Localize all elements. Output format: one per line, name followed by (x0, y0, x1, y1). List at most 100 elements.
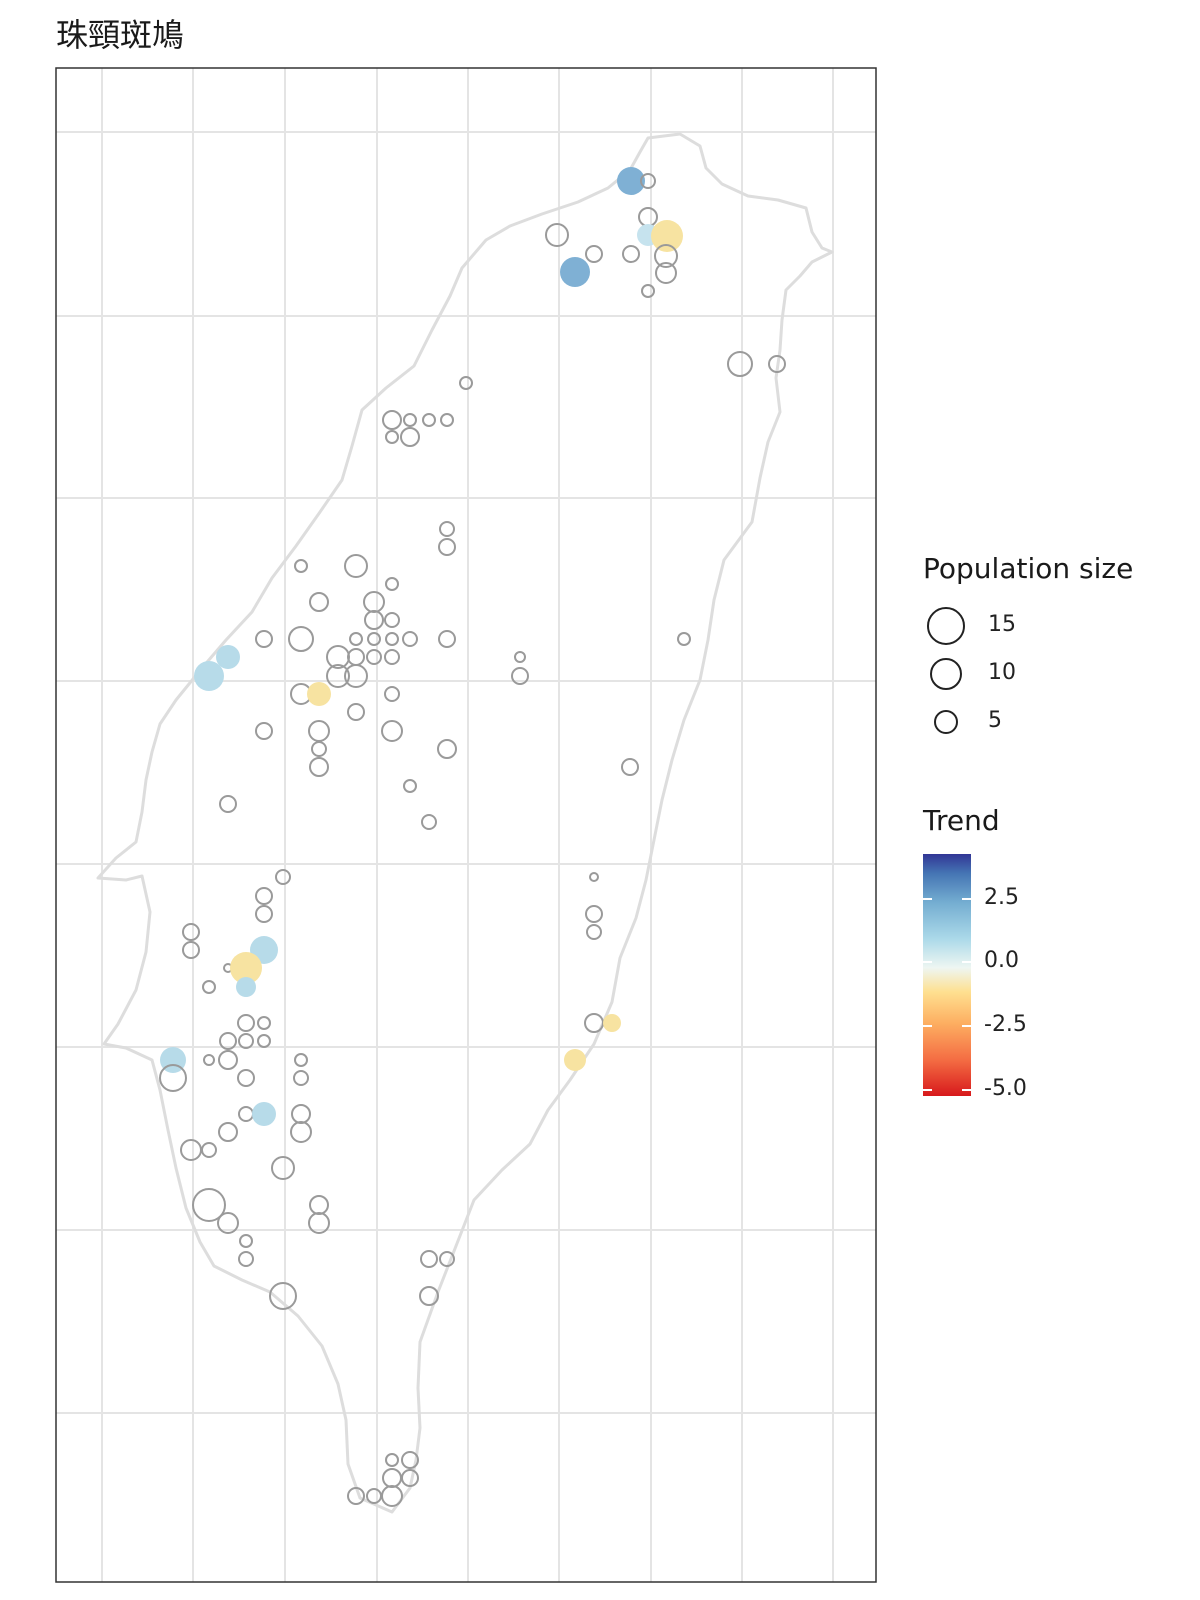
site-marker-trend (194, 661, 224, 691)
site-marker (622, 245, 640, 263)
site-marker (344, 664, 368, 688)
site-marker (419, 1286, 439, 1306)
site-marker (257, 1016, 271, 1030)
site-marker (586, 924, 602, 940)
site-marker (349, 632, 363, 646)
site-marker (237, 1014, 255, 1032)
legend-trend-colorbar (923, 854, 971, 1096)
site-marker (381, 1485, 403, 1507)
site-marker (420, 1250, 438, 1268)
site-marker (271, 1156, 295, 1180)
legend-size-circle-10 (930, 658, 962, 690)
legend-trend-tick--5.0: -5.0 (984, 1076, 1027, 1101)
site-marker (545, 223, 569, 247)
legend-size-label-10: 10 (988, 660, 1016, 685)
site-marker (347, 1487, 365, 1505)
site-marker (326, 664, 350, 688)
legend-size (927, 607, 965, 734)
site-marker (403, 413, 417, 427)
site-marker (400, 427, 420, 447)
site-marker (344, 554, 368, 578)
site-marker (384, 649, 400, 665)
site-marker-trend (617, 167, 645, 195)
site-marker (364, 610, 384, 630)
site-marker (218, 1050, 238, 1070)
site-marker (294, 559, 308, 573)
site-marker (381, 720, 403, 742)
site-marker (384, 686, 400, 702)
site-marker (511, 667, 529, 685)
site-marker (401, 1469, 419, 1487)
site-marker (385, 430, 399, 444)
site-marker (677, 632, 691, 646)
site-marker (239, 1234, 253, 1248)
site-marker (727, 351, 753, 377)
site-marker (401, 1451, 419, 1469)
island-outline (96, 132, 834, 1514)
site-marker-trend (307, 682, 331, 706)
site-marker (217, 1212, 239, 1234)
site-marker (514, 651, 526, 663)
map-title: 珠頸斑鳩 (56, 16, 185, 54)
site-marker-trend (560, 257, 590, 287)
site-marker (438, 630, 456, 648)
site-marker (641, 284, 655, 298)
legend-size-label-15: 15 (988, 612, 1016, 637)
site-marker (294, 1053, 308, 1067)
site-marker (159, 1064, 187, 1092)
panel-border (55, 67, 877, 1583)
site-marker (275, 869, 291, 885)
site-marker (421, 814, 437, 830)
site-marker (585, 905, 603, 923)
site-marker (437, 739, 457, 759)
site-marker (439, 521, 455, 537)
site-marker (439, 1251, 455, 1267)
site-marker (257, 1034, 271, 1048)
site-marker (402, 631, 418, 647)
site-marker (290, 1121, 312, 1143)
site-marker (640, 173, 656, 189)
legend-size-circle-15 (927, 607, 965, 645)
site-marker (382, 410, 402, 430)
site-marker (366, 649, 382, 665)
site-marker (422, 413, 436, 427)
survey-sites (159, 167, 786, 1507)
site-marker (385, 1453, 399, 1467)
site-marker (255, 905, 273, 923)
legend-size-circle-5 (934, 710, 958, 734)
site-marker (585, 245, 603, 263)
site-marker (218, 1122, 238, 1142)
graticule (56, 68, 876, 1582)
site-marker (440, 413, 454, 427)
site-marker (202, 980, 216, 994)
site-marker (182, 923, 200, 941)
site-marker (459, 376, 473, 390)
legend-trend-tick--2.5: -2.5 (984, 1012, 1027, 1037)
site-marker-trend (236, 977, 256, 997)
legend-size-title: Population size (923, 552, 1134, 585)
site-marker (288, 626, 314, 652)
site-marker (309, 757, 329, 777)
site-marker-trend (230, 952, 262, 984)
site-marker (621, 758, 639, 776)
site-marker-trend (564, 1049, 586, 1071)
site-marker (255, 887, 273, 905)
site-marker (654, 244, 678, 268)
legend-trend-tick-0.0: 0.0 (984, 948, 1019, 973)
site-marker (269, 1282, 297, 1310)
site-marker (385, 632, 399, 646)
site-marker (403, 779, 417, 793)
site-marker (255, 722, 273, 740)
site-marker (238, 1251, 254, 1267)
legend-trend-tick-2.5: 2.5 (984, 885, 1019, 910)
site-marker (384, 612, 400, 628)
site-marker (367, 632, 381, 646)
site-marker (311, 741, 327, 757)
site-marker (219, 795, 237, 813)
site-marker (347, 703, 365, 721)
legend-trend-title: Trend (923, 804, 1000, 837)
site-marker-trend (651, 220, 683, 252)
site-marker (293, 1070, 309, 1086)
map-panel (56, 68, 876, 1582)
